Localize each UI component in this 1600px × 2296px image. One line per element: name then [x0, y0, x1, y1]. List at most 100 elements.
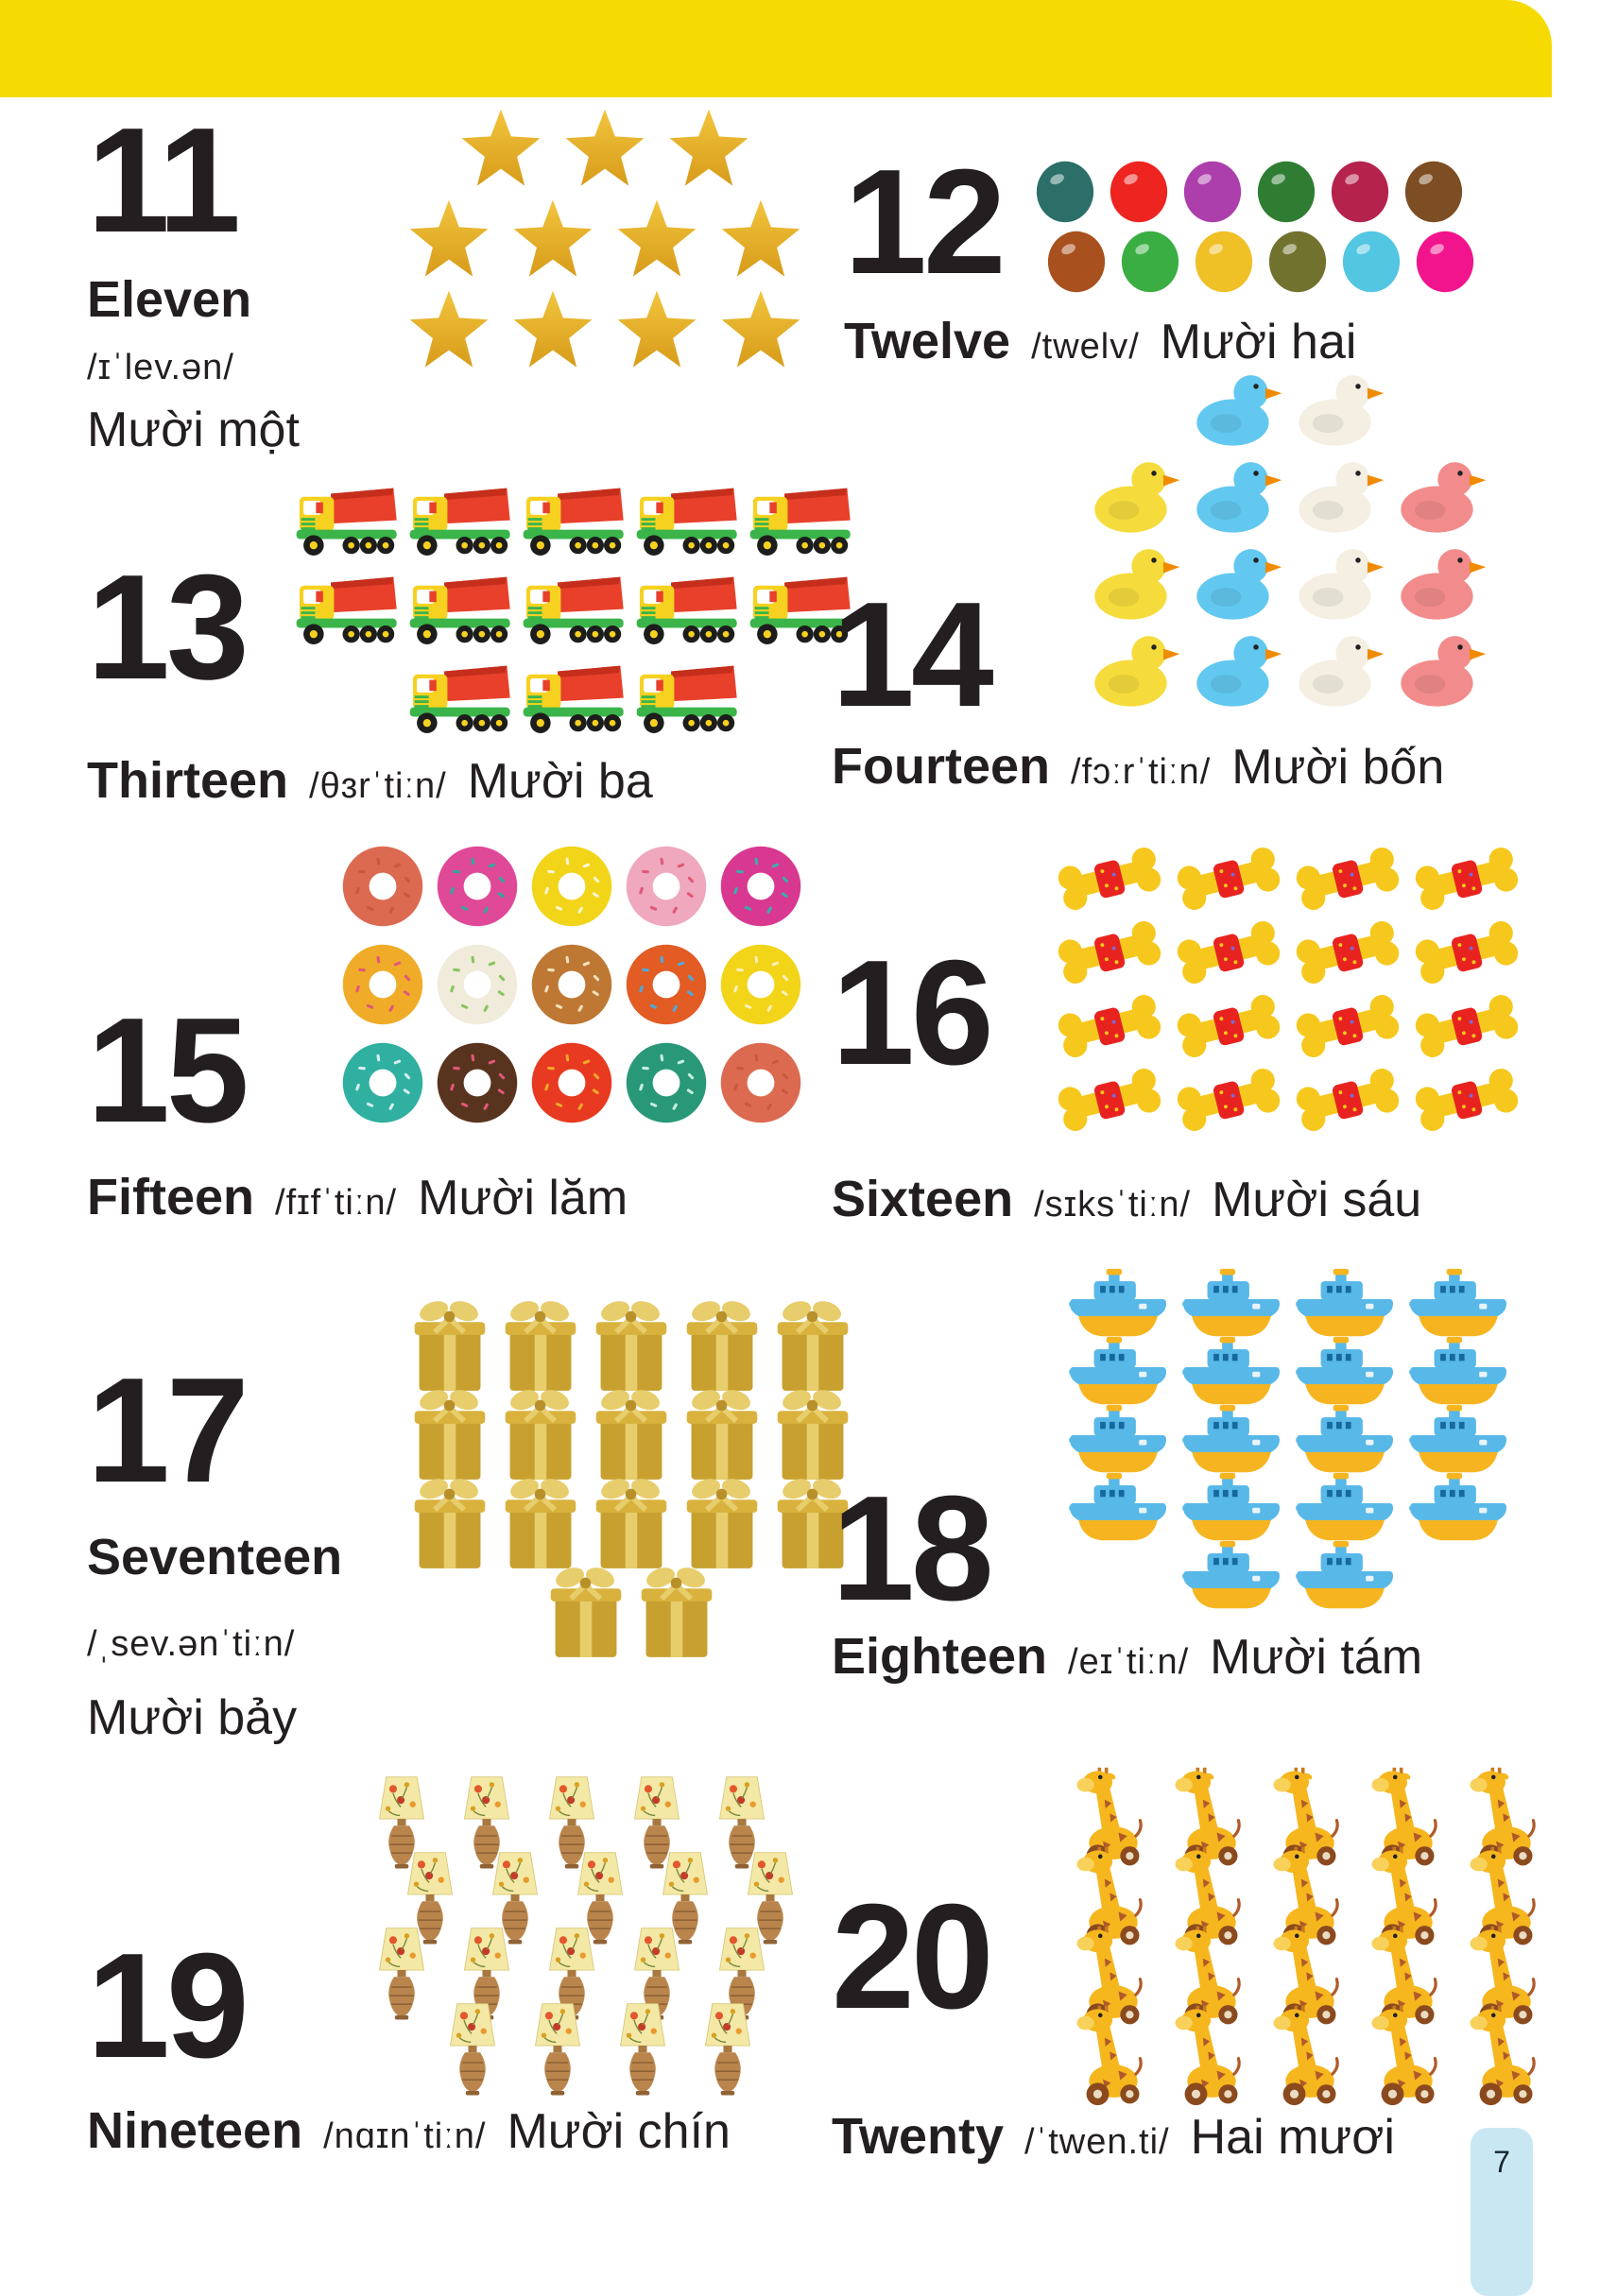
numeral-18: 18	[832, 1465, 994, 1632]
star-icon	[715, 197, 806, 282]
bone-icon	[1292, 922, 1403, 983]
bone-icon	[1411, 848, 1523, 909]
donut-icon	[432, 841, 523, 932]
donut-icon	[621, 939, 712, 1030]
duck-icon	[1394, 627, 1488, 712]
boat-icon	[1293, 1268, 1397, 1342]
gift-icon	[406, 1467, 493, 1577]
ball-icon	[1105, 159, 1173, 225]
giraffe-row	[1021, 2003, 1578, 2107]
donut-icon	[337, 841, 428, 932]
boat-icon	[1406, 1336, 1510, 1410]
truck-icon	[517, 655, 627, 738]
star-icon	[508, 197, 598, 282]
boat-icon	[1066, 1472, 1170, 1546]
word-18: Eighteen	[832, 1628, 1048, 1685]
boat-icon	[1179, 1472, 1283, 1546]
phonetic-20: /ˈtwen.ti/	[1024, 2122, 1170, 2162]
section-16: 16 Sixteen /sɪksˈtiːn/ Mười sáu	[832, 848, 1564, 1228]
vietnamese-14: Mười bốn	[1231, 740, 1445, 795]
donut-icon	[621, 1037, 712, 1128]
ball-grid	[1031, 159, 1564, 299]
vietnamese-13: Mười ba	[467, 754, 653, 809]
vietnamese-20: Hai mươi	[1190, 2110, 1395, 2165]
duck-row	[1011, 627, 1564, 712]
donut-icon	[621, 841, 712, 932]
giraffe-icon	[1255, 2003, 1344, 2107]
truck-icon	[404, 655, 513, 738]
boat-row	[1011, 1268, 1564, 1342]
ball-icon	[1031, 159, 1099, 225]
bone-icon	[1054, 848, 1165, 909]
bone-grid	[1011, 848, 1564, 1143]
caption-12: Twelve /twelv/ Mười hai	[844, 312, 1564, 370]
lamp-icon	[611, 2001, 674, 2099]
duck-icon	[1088, 454, 1182, 539]
duck-icon	[1190, 540, 1284, 625]
ball-icon	[1178, 159, 1247, 225]
duck-icon	[1292, 627, 1386, 712]
phonetic-14: /fɔːrˈtiːn/	[1071, 752, 1212, 792]
boat-icon	[1179, 1268, 1283, 1342]
star-row	[399, 197, 811, 282]
phonetic-15: /fɪfˈtiːn/	[275, 1183, 398, 1223]
caption-20: Twenty /ˈtwen.ti/ Hai mươi	[832, 2107, 1578, 2166]
star-icon	[456, 106, 546, 191]
bone-icon	[1411, 1070, 1523, 1130]
vietnamese-19: Mười chín	[507, 2104, 731, 2159]
lamp-icon	[526, 2001, 589, 2099]
boat-icon	[1293, 1472, 1397, 1546]
lamp-icon	[697, 2001, 759, 2099]
duck-icon	[1292, 454, 1386, 539]
number-block-11: 11 Eleven /ɪˈlev.ən/ Mười một	[87, 106, 399, 458]
bone-icon	[1054, 922, 1165, 983]
bone-icon	[1411, 996, 1523, 1056]
duck-icon	[1394, 540, 1488, 625]
boat-row	[1011, 1404, 1564, 1478]
duck-grid	[1011, 367, 1564, 714]
lamp-row	[314, 2001, 886, 2099]
ball-icon	[1337, 229, 1405, 295]
star-icon	[508, 287, 598, 372]
vietnamese-16: Mười sáu	[1212, 1173, 1422, 1227]
section-15: 15 Fifteen /fɪfˈtiːn/ Mười lăm	[87, 841, 858, 1226]
numeral-14: 14	[832, 572, 994, 738]
donut-row	[285, 841, 858, 932]
donut-row	[285, 1037, 858, 1128]
donut-icon	[526, 841, 617, 932]
caption-14: Fourteen /fɔːrˈtiːn/ Mười bốn	[832, 737, 1564, 796]
boat-icon	[1293, 1540, 1397, 1614]
star-icon	[404, 197, 494, 282]
bone-row	[1011, 922, 1564, 983]
bone-row	[1011, 1070, 1564, 1130]
truck-row	[285, 477, 858, 560]
section-14: 14 Fourteen /fɔːrˈtiːn/ Mười bốn	[832, 367, 1564, 796]
boat-icon	[1179, 1540, 1283, 1614]
vietnamese-17: Mười bảy	[87, 1690, 298, 1745]
number-block-12: 12	[844, 147, 1564, 299]
bone-icon	[1292, 996, 1403, 1056]
numeral-20: 20	[832, 1874, 994, 2040]
star-icon	[559, 106, 650, 191]
section-13: 13 Thirteen /θɜrˈtiːn/ Mười ba	[87, 477, 858, 810]
section-18: 18 Eighteen /eɪˈtiːn/ Mười tám	[832, 1268, 1564, 1686]
duck-row	[1011, 540, 1564, 625]
ball-icon	[1400, 159, 1468, 225]
duck-icon	[1190, 627, 1284, 712]
bone-row	[1011, 996, 1564, 1056]
giraffe-icon	[1452, 2003, 1540, 2107]
bone-icon	[1292, 1070, 1403, 1130]
bone-icon	[1173, 848, 1284, 909]
truck-icon	[517, 477, 627, 560]
bone-icon	[1054, 1070, 1165, 1130]
bone-icon	[1411, 922, 1523, 983]
star-icon	[611, 287, 702, 372]
page-number-tab: 7	[1471, 2128, 1533, 2296]
boat-row	[1011, 1336, 1564, 1410]
section-19: 19 Nineteen /nɑɪnˈtiːn/ Mười chín	[87, 1774, 858, 2160]
phonetic-11: /ɪˈlev.ən/	[87, 348, 234, 387]
bone-icon	[1173, 922, 1284, 983]
lamp-icon	[441, 2001, 504, 2099]
boat-icon	[1406, 1268, 1510, 1342]
ball-icon	[1116, 229, 1184, 295]
